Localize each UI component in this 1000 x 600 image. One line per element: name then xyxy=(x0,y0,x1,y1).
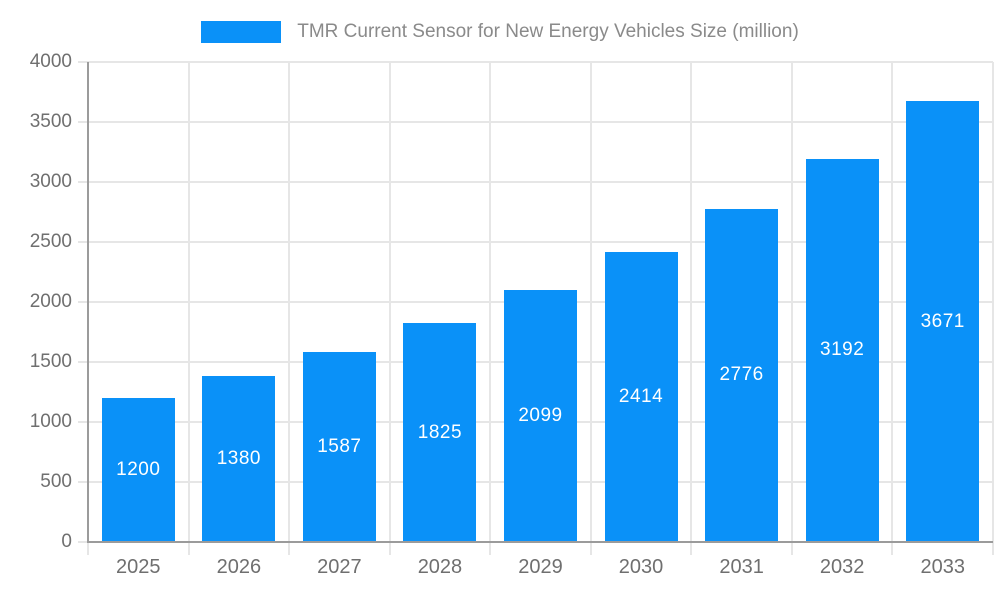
x-axis-tick xyxy=(589,542,592,555)
bar-value-label: 1825 xyxy=(417,421,463,443)
bar[interactable] xyxy=(504,290,577,542)
x-axis-line xyxy=(87,541,993,543)
gridline-vertical xyxy=(790,62,793,542)
x-axis-tick xyxy=(891,542,894,555)
bar-value-label: 3192 xyxy=(820,339,865,361)
x-axis-tick-label: 2029 xyxy=(518,556,563,578)
y-axis-tick-label: 1500 xyxy=(29,351,72,372)
x-axis-tick xyxy=(790,542,793,555)
x-axis-tick-label: 2028 xyxy=(417,556,463,578)
x-axis-tick xyxy=(992,542,994,555)
y-axis-tick xyxy=(78,541,88,543)
bar-value-label: 2414 xyxy=(618,386,664,408)
y-axis-tick-label: 3000 xyxy=(29,171,72,192)
bar[interactable] xyxy=(302,351,376,542)
gridline-horizontal xyxy=(78,241,993,243)
y-axis-tick-label: 0 xyxy=(61,531,72,552)
bar-value-label: 2099 xyxy=(518,405,563,427)
gridline-vertical xyxy=(690,62,693,542)
bar-value-label: 3671 xyxy=(920,310,965,332)
bar[interactable] xyxy=(101,398,175,542)
x-axis-tick xyxy=(388,542,391,555)
gridline-horizontal xyxy=(78,61,993,63)
plot-area: 0 500 1000 1500 2000 2500 3000 3500 4000 1200 2025… xyxy=(30,51,994,578)
bar[interactable] xyxy=(906,101,980,542)
y-axis-tick-label: 4000 xyxy=(29,51,72,72)
bar-value-label: 1200 xyxy=(116,459,161,480)
bar[interactable] xyxy=(805,158,879,542)
bar[interactable] xyxy=(604,252,678,542)
gridline-vertical xyxy=(589,62,592,542)
legend-item[interactable]: TMR Current Sensor for New Energy Vehicl… xyxy=(0,21,1000,43)
x-axis-tick xyxy=(187,542,190,555)
x-axis-tick-label: 2031 xyxy=(719,556,764,578)
gridline-vertical xyxy=(187,62,190,542)
x-axis-tick-label: 2025 xyxy=(116,556,161,578)
gridline-vertical xyxy=(288,62,291,542)
y-axis-tick-label: 1000 xyxy=(29,411,72,432)
gridline-vertical xyxy=(992,62,994,542)
y-axis-tick-label: 2500 xyxy=(29,231,72,252)
gridline-horizontal xyxy=(78,181,993,183)
x-axis-tick xyxy=(87,542,89,555)
y-axis-tick-label: 500 xyxy=(40,471,72,492)
legend-swatch xyxy=(201,21,282,43)
gridline-horizontal xyxy=(78,121,993,123)
x-axis-tick-label: 2032 xyxy=(819,556,865,578)
bar-value-label: 1587 xyxy=(317,435,362,457)
bar-value-label: 1380 xyxy=(216,448,261,470)
y-axis-line xyxy=(87,62,89,543)
x-axis-tick xyxy=(690,542,693,555)
bar[interactable] xyxy=(403,323,477,542)
bar[interactable] xyxy=(705,208,779,542)
legend-label: TMR Current Sensor for New Energy Vehicl… xyxy=(297,21,799,42)
bar-value-label: 2776 xyxy=(719,364,764,386)
gridline-vertical xyxy=(891,62,894,542)
bar[interactable] xyxy=(202,376,276,542)
x-axis-tick xyxy=(288,542,291,555)
x-axis-tick-label: 2027 xyxy=(317,556,362,578)
gridline-vertical xyxy=(489,62,492,542)
y-axis-tick-label: 2000 xyxy=(29,291,72,312)
x-axis-tick-label: 2033 xyxy=(920,556,965,578)
x-axis-tick xyxy=(489,542,492,555)
y-axis-tick-label: 3500 xyxy=(29,111,72,132)
gridline-vertical xyxy=(388,62,391,542)
x-axis-tick-label: 2026 xyxy=(216,556,262,578)
x-axis-tick-label: 2030 xyxy=(618,556,664,578)
